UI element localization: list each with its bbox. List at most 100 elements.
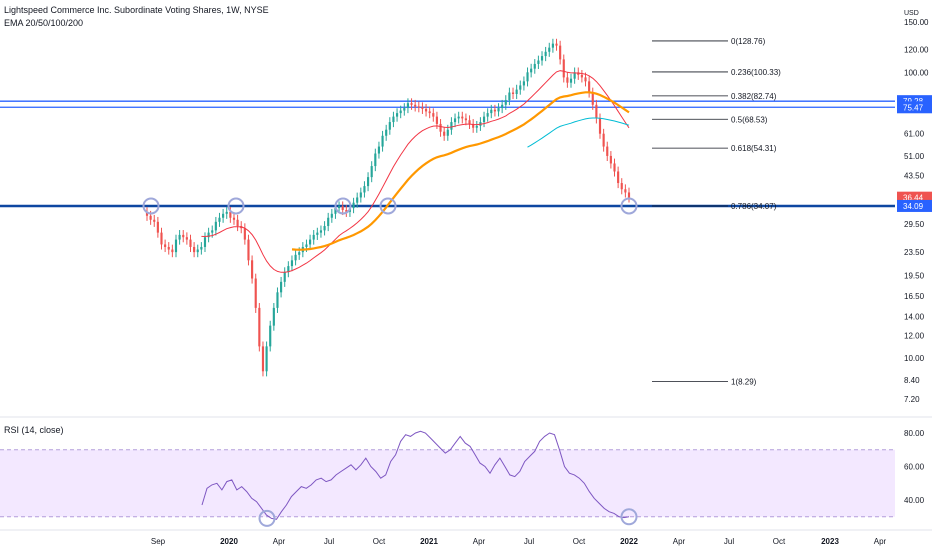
candle-body [424,108,428,112]
candle-body [316,232,319,235]
horizontal-lines-layer [0,100,895,208]
candle-body [225,211,228,214]
candle-body [620,183,623,190]
fib-level-label: 0.786(34.07) [731,202,777,211]
price-tick: 16.50 [904,292,925,301]
candle-body [526,72,529,82]
circle-marker [258,509,276,527]
candle-body [377,146,381,154]
candle-body [414,104,417,107]
candle-body [472,123,475,128]
candle-body [160,232,163,245]
price-tick: 7.20 [904,395,920,404]
candle-body [591,92,594,105]
rsi-layer [201,430,630,520]
price-tick: 51.00 [904,152,925,161]
time-tick: Oct [373,537,386,546]
price-badge-label: 75.47 [903,103,924,112]
time-tick: 2022 [620,537,638,546]
candle-body [540,56,544,61]
candle-body [533,63,536,69]
candle-body [363,186,366,193]
candle-body [222,213,225,218]
candle-body [156,221,159,233]
candle-body [287,266,290,273]
price-tick: 43.50 [904,172,925,181]
candle-body [298,252,301,255]
circle-marker [142,197,160,215]
candle-body [522,81,525,86]
price-tick: 8.40 [904,376,920,385]
candle-body [258,307,261,347]
candle-body [196,249,199,253]
fib-level-label: 0.618(54.31) [731,144,777,153]
rsi-band [0,449,895,517]
rsi-title: RSI (14, close) [4,425,64,435]
candle-body [530,68,533,73]
candle-body [399,110,402,114]
time-tick: Oct [573,537,586,546]
candle-body [356,197,359,203]
candle-body [232,217,236,220]
candle-body [334,208,337,214]
candle-body [211,230,214,233]
price-tick: 12.00 [904,332,925,341]
candle-body [580,74,583,78]
candle-body [207,232,210,238]
candle-body [167,246,170,250]
candle-body [562,59,565,78]
candle-body [374,153,377,167]
candle-body [457,116,460,119]
candle-body [327,217,330,227]
candle-body [265,346,268,372]
candle-body [312,234,315,240]
candle-body [323,226,326,231]
candle-body [588,81,591,93]
candle-body [464,118,467,121]
candle-body [504,100,507,105]
candle-body [508,92,511,101]
candle-body [254,278,257,308]
price-tick: 14.00 [904,312,925,321]
candle-body [345,209,348,212]
price-tick: 19.50 [904,271,925,280]
currency-label: USD [904,10,919,17]
candle-body [319,230,323,233]
candle-body [515,89,518,94]
candle-body [309,239,312,245]
candle-body [501,104,504,109]
price-tick: 100.00 [904,68,929,77]
candle-body [341,206,344,210]
rsi-tick: 40.00 [904,496,925,505]
candle-body [272,307,275,326]
price-tick: 23.50 [904,248,925,257]
ema-layer [201,70,630,273]
time-tick: Sep [151,537,166,546]
candle-body [609,155,612,164]
candle-body [569,78,573,83]
candle-body [236,219,239,227]
candle-body [606,146,609,156]
fib-level-label: 0.236(100.33) [731,68,781,77]
candle-body [421,107,424,109]
candle-body [410,103,413,105]
candle-body [453,118,457,123]
candle-body [428,111,431,114]
circle-marker [379,197,397,215]
candle-body [439,123,442,132]
candle-body [595,104,598,119]
candle-body [482,116,486,123]
candle-body [573,72,576,79]
candle-body [406,103,410,109]
candle-body [164,244,167,247]
candle-body [566,77,569,83]
candle-body [602,133,605,147]
rsi-tick: 60.00 [904,463,925,472]
price-tick: 61.00 [904,130,925,139]
fib-level-label: 0(128.76) [731,37,766,46]
candle-body [388,122,391,130]
candle-body [189,239,192,247]
candle-body [337,206,341,209]
time-tick: Apr [473,537,486,546]
